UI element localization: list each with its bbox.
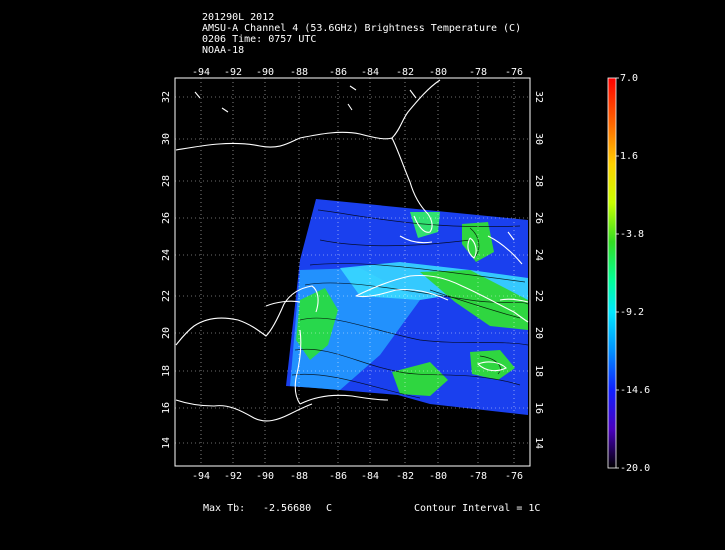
colorbar-label: -3.8 — [620, 229, 645, 240]
andros-outline — [467, 237, 477, 259]
header-line-time: 0206 Time: 0757 UTC — [202, 34, 317, 45]
lat-label-right: 26 — [533, 212, 544, 224]
lon-labels-top: -94 -92 -90 -88 -86 -84 -82 -80 -78 -76 — [192, 67, 523, 78]
lon-label-bottom: -92 — [224, 471, 242, 482]
keys-outline — [399, 235, 433, 244]
lat-labels-right: 14 16 18 20 22 24 26 28 30 32 — [533, 91, 544, 449]
texas-inland — [194, 85, 417, 113]
max-tb-value: -2.56680 — [263, 503, 312, 514]
lat-label-right: 20 — [533, 327, 544, 339]
central-america — [175, 399, 313, 422]
brightness-swath — [286, 199, 529, 415]
colorbar — [607, 77, 617, 469]
colorbar-label: 1.6 — [620, 151, 639, 162]
lat-label-left: 28 — [161, 175, 172, 187]
lat-label-left: 14 — [161, 437, 172, 449]
max-tb-unit: C — [326, 503, 333, 514]
lon-labels-bottom: -94 -92 -90 -88 -86 -84 -82 -80 -78 -76 — [192, 471, 523, 482]
lon-label-top: -92 — [224, 67, 242, 78]
contour-interval: Contour Interval = 1C — [414, 503, 541, 514]
lat-label-left: 24 — [161, 249, 172, 261]
swath-green-yucatan — [296, 288, 338, 360]
honduras-coast — [299, 394, 389, 405]
lon-label-bottom: -94 — [192, 471, 210, 482]
lon-label-top: -78 — [469, 67, 487, 78]
map-frame — [174, 77, 531, 467]
lon-label-top: -76 — [505, 67, 523, 78]
lon-label-top: -84 — [361, 67, 379, 78]
lat-label-right: 18 — [533, 365, 544, 377]
lon-label-top: -90 — [256, 67, 274, 78]
lat-label-left: 30 — [161, 133, 172, 145]
lon-label-bottom: -80 — [429, 471, 447, 482]
header-line-satellite: NOAA-18 — [202, 45, 245, 56]
lon-label-top: -82 — [396, 67, 414, 78]
lat-label-right: 32 — [533, 91, 544, 103]
coastlines — [175, 79, 529, 422]
header-line-storm: 201290L 2012 — [202, 12, 275, 23]
lat-labels-left: 14 16 18 20 22 24 26 28 30 32 — [161, 91, 172, 449]
lat-label-left: 22 — [161, 290, 172, 302]
colorbar-ticks — [616, 77, 619, 469]
lat-label-left: 26 — [161, 212, 172, 224]
hispaniola-outline — [499, 298, 529, 303]
swath-green-south — [392, 362, 448, 396]
lat-label-right: 22 — [533, 290, 544, 302]
lon-label-bottom: -88 — [290, 471, 308, 482]
swath-green-florida — [410, 212, 440, 238]
lat-label-right: 16 — [533, 402, 544, 414]
lon-label-top: -86 — [329, 67, 347, 78]
header-line-product: AMSU-A Channel 4 (53.6GHz) Brightness Te… — [202, 23, 522, 34]
lon-label-top: -80 — [429, 67, 447, 78]
grid — [175, 78, 530, 466]
florida-peninsula — [391, 137, 433, 233]
lat-label-right: 28 — [533, 175, 544, 187]
lat-label-left: 18 — [161, 365, 172, 377]
swath-green-cuba — [420, 270, 528, 330]
lat-label-right: 14 — [533, 437, 544, 449]
lat-label-left: 32 — [161, 91, 172, 103]
lat-label-right: 24 — [533, 249, 544, 261]
lon-label-bottom: -78 — [469, 471, 487, 482]
cuba-outline — [355, 274, 529, 323]
mexico-coast — [175, 285, 319, 346]
gulf-coast — [175, 79, 441, 151]
colorbar-label: 7.0 — [620, 73, 639, 84]
lon-label-bottom: -90 — [256, 471, 274, 482]
colorbar-label: -9.2 — [620, 307, 645, 318]
yucatan-west — [265, 300, 301, 307]
lon-label-bottom: -82 — [396, 471, 414, 482]
lat-label-right: 30 — [533, 133, 544, 145]
belize-coast — [294, 329, 302, 405]
lon-label-top: -88 — [290, 67, 308, 78]
lat-label-left: 20 — [161, 327, 172, 339]
jamaica-outline — [477, 361, 507, 372]
colorbar-label: -14.6 — [620, 385, 651, 396]
lon-label-top: -94 — [192, 67, 210, 78]
colorbar-label: -20.0 — [620, 463, 651, 474]
lon-label-bottom: -76 — [505, 471, 523, 482]
lon-label-bottom: -84 — [361, 471, 379, 482]
lon-label-bottom: -86 — [329, 471, 347, 482]
swath-green-jamaica — [470, 350, 515, 380]
bahamas-outline — [487, 231, 523, 265]
lat-label-left: 16 — [161, 402, 172, 414]
max-tb-label: Max Tb: — [203, 503, 246, 514]
